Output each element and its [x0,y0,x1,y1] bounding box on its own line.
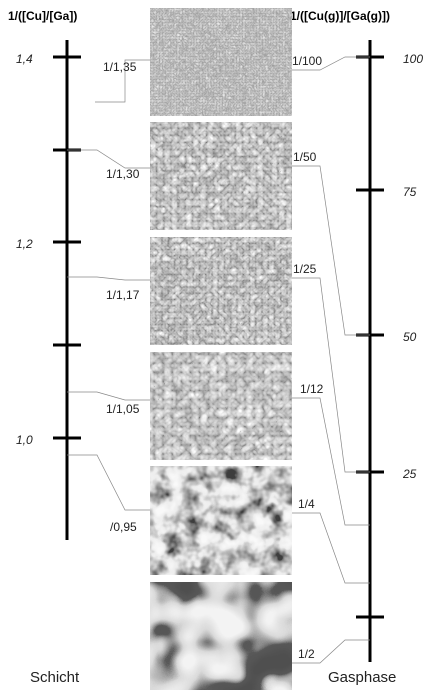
leader-line [67,277,150,280]
figure: 1/([Cu]/[Ga]) 1/([Cu(g)]/[Ga(g)]) Schich… [0,0,442,690]
tick-label: 50 [403,330,417,344]
gas-ratio: 1/25 [293,262,317,276]
sem-image [150,122,292,230]
gas-ratio: 1/100 [292,54,322,68]
sem-image [150,352,292,460]
tick-label: 1,0 [16,433,33,447]
tick-label: 75 [403,185,417,199]
leader-line [292,513,370,583]
layer-ratio: 1/1,30 [106,167,140,181]
gas-ratio: 1/50 [293,150,317,164]
gas-ratio: 1/2 [298,647,315,661]
tick-label: 1,2 [16,237,33,251]
left-axis-title: 1/([Cu]/[Ga]) [8,9,77,23]
sem-image [150,237,292,345]
leader-line [67,455,150,510]
right-caption: Gasphase [328,669,396,686]
layer-ratio: 1/1,05 [106,402,140,416]
layer-ratio: /0,95 [110,520,137,534]
leader-line [67,392,150,400]
layer-ratio: 1/1,17 [106,288,140,302]
tick-label: 100 [403,52,423,66]
layer-ratio: 1/1,35 [103,60,137,74]
sem-image [150,466,292,575]
sem-image [150,8,292,116]
right-axis-title: 1/([Cu(g)]/[Ga(g)]) [290,9,390,23]
content: 1,4 1,2 1,0 100 75 50 25 1/1,35 1/1,30 1/1,17 1/1,… [16,8,423,690]
leader-line [292,278,370,472]
sem-image [150,582,292,690]
tick-label: 25 [402,467,417,481]
gas-ratio: 1/12 [300,382,324,396]
left-caption: Schicht [30,669,80,686]
tick-label: 1,4 [16,52,33,66]
leader-line [67,150,150,168]
gas-ratio: 1/4 [298,497,315,511]
